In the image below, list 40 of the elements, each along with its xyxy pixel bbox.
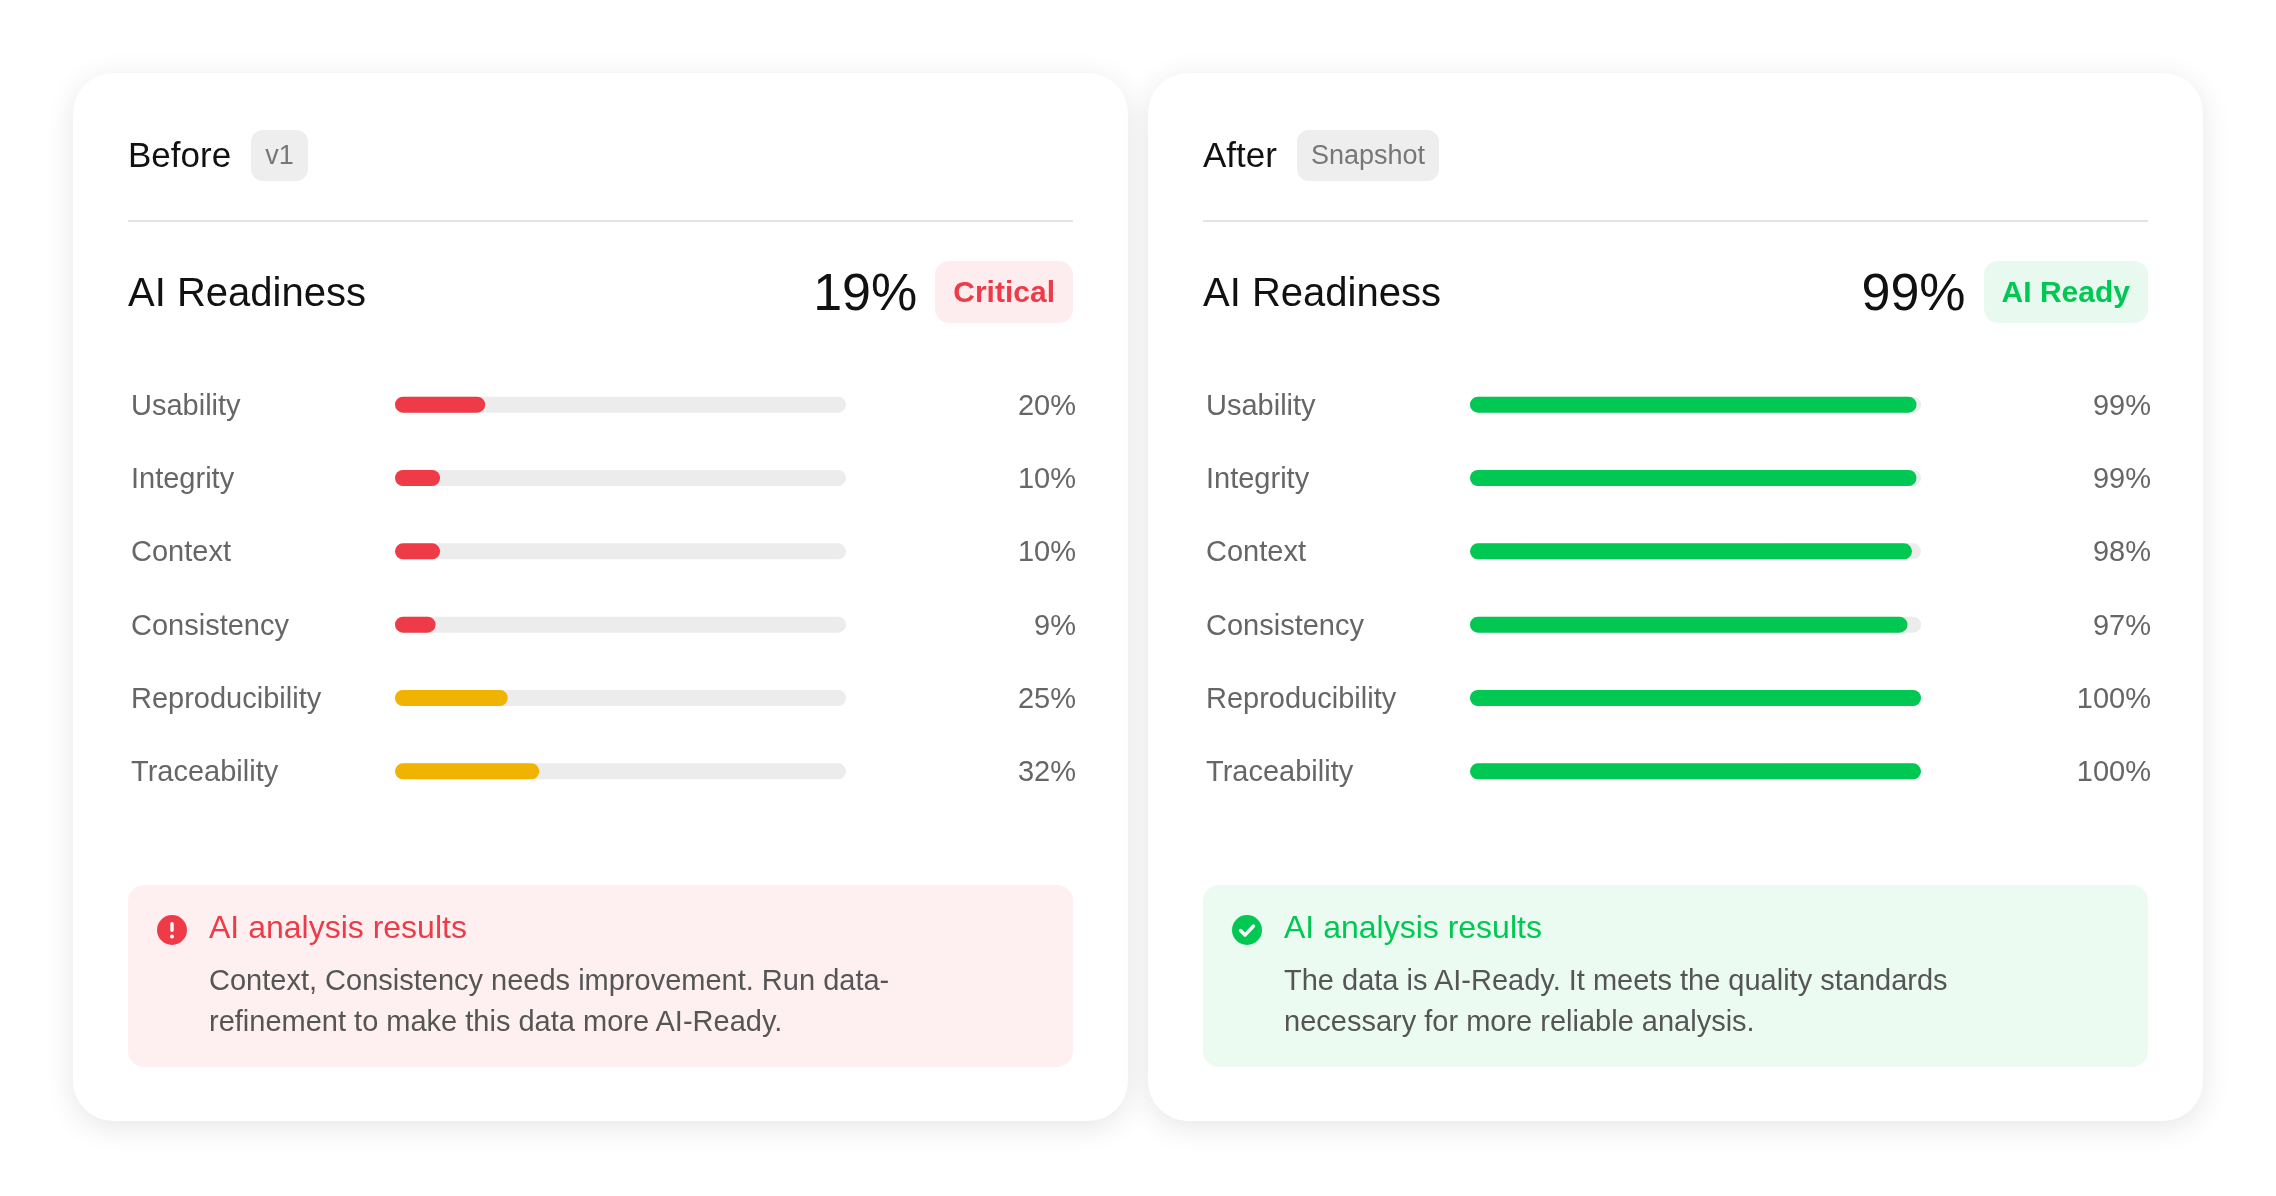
- category-label: Integrity: [1206, 462, 1310, 494]
- chart-title: After: [1203, 135, 1277, 175]
- bar: [395, 690, 508, 706]
- bar: [395, 396, 486, 413]
- category-label: Consistency: [131, 608, 289, 641]
- data-label: 98%: [2092, 535, 2151, 568]
- data-label: 100%: [2076, 755, 2151, 788]
- category-label: Context: [1206, 535, 1306, 568]
- category-label: Integrity: [131, 462, 235, 494]
- text: AI analysis results: [1284, 909, 1543, 946]
- data-label: 20%: [1017, 388, 1076, 421]
- category-label: Usability: [131, 388, 241, 421]
- text: 99%: [1861, 262, 1966, 322]
- chart-subtitle: Snapshot: [1296, 129, 1440, 181]
- data-label: 9%: [1034, 608, 1076, 641]
- text: Context, Consistency needs improvement. Run data-refinement to make this data more AI-Ready.: [209, 963, 891, 1039]
- category-label: Reproducibility: [1206, 682, 1397, 714]
- category-label: Traceability: [1206, 755, 1354, 788]
- data-label: 100%: [2076, 682, 2151, 714]
- category-label: Context: [131, 535, 231, 568]
- data-label: 32%: [1017, 755, 1076, 788]
- data-label: 99%: [2092, 388, 2151, 421]
- text: AI Ready: [1983, 261, 2148, 323]
- data-label: 99%: [2092, 462, 2151, 494]
- data-label: 10%: [1017, 535, 1076, 568]
- text: AI analysis results: [209, 909, 468, 946]
- data-label: 97%: [2092, 608, 2151, 641]
- category-label: Traceability: [131, 755, 279, 788]
- data-label: 10%: [1017, 462, 1076, 494]
- text: Critical: [935, 261, 1073, 323]
- category-label: Usability: [1206, 388, 1316, 421]
- text: 19%: [813, 262, 918, 322]
- text: The data is AI-Ready. It meets the quality standards necessary for more reliable analysis.: [1284, 963, 1949, 1039]
- chart-title: Before: [128, 135, 232, 175]
- text: AI Readiness: [128, 269, 367, 315]
- data-label: 25%: [1017, 682, 1076, 714]
- chart-subtitle: v1: [251, 129, 308, 181]
- category-label: Reproducibility: [131, 682, 322, 714]
- text: AI Readiness: [1203, 269, 1442, 315]
- category-label: Consistency: [1206, 608, 1364, 641]
